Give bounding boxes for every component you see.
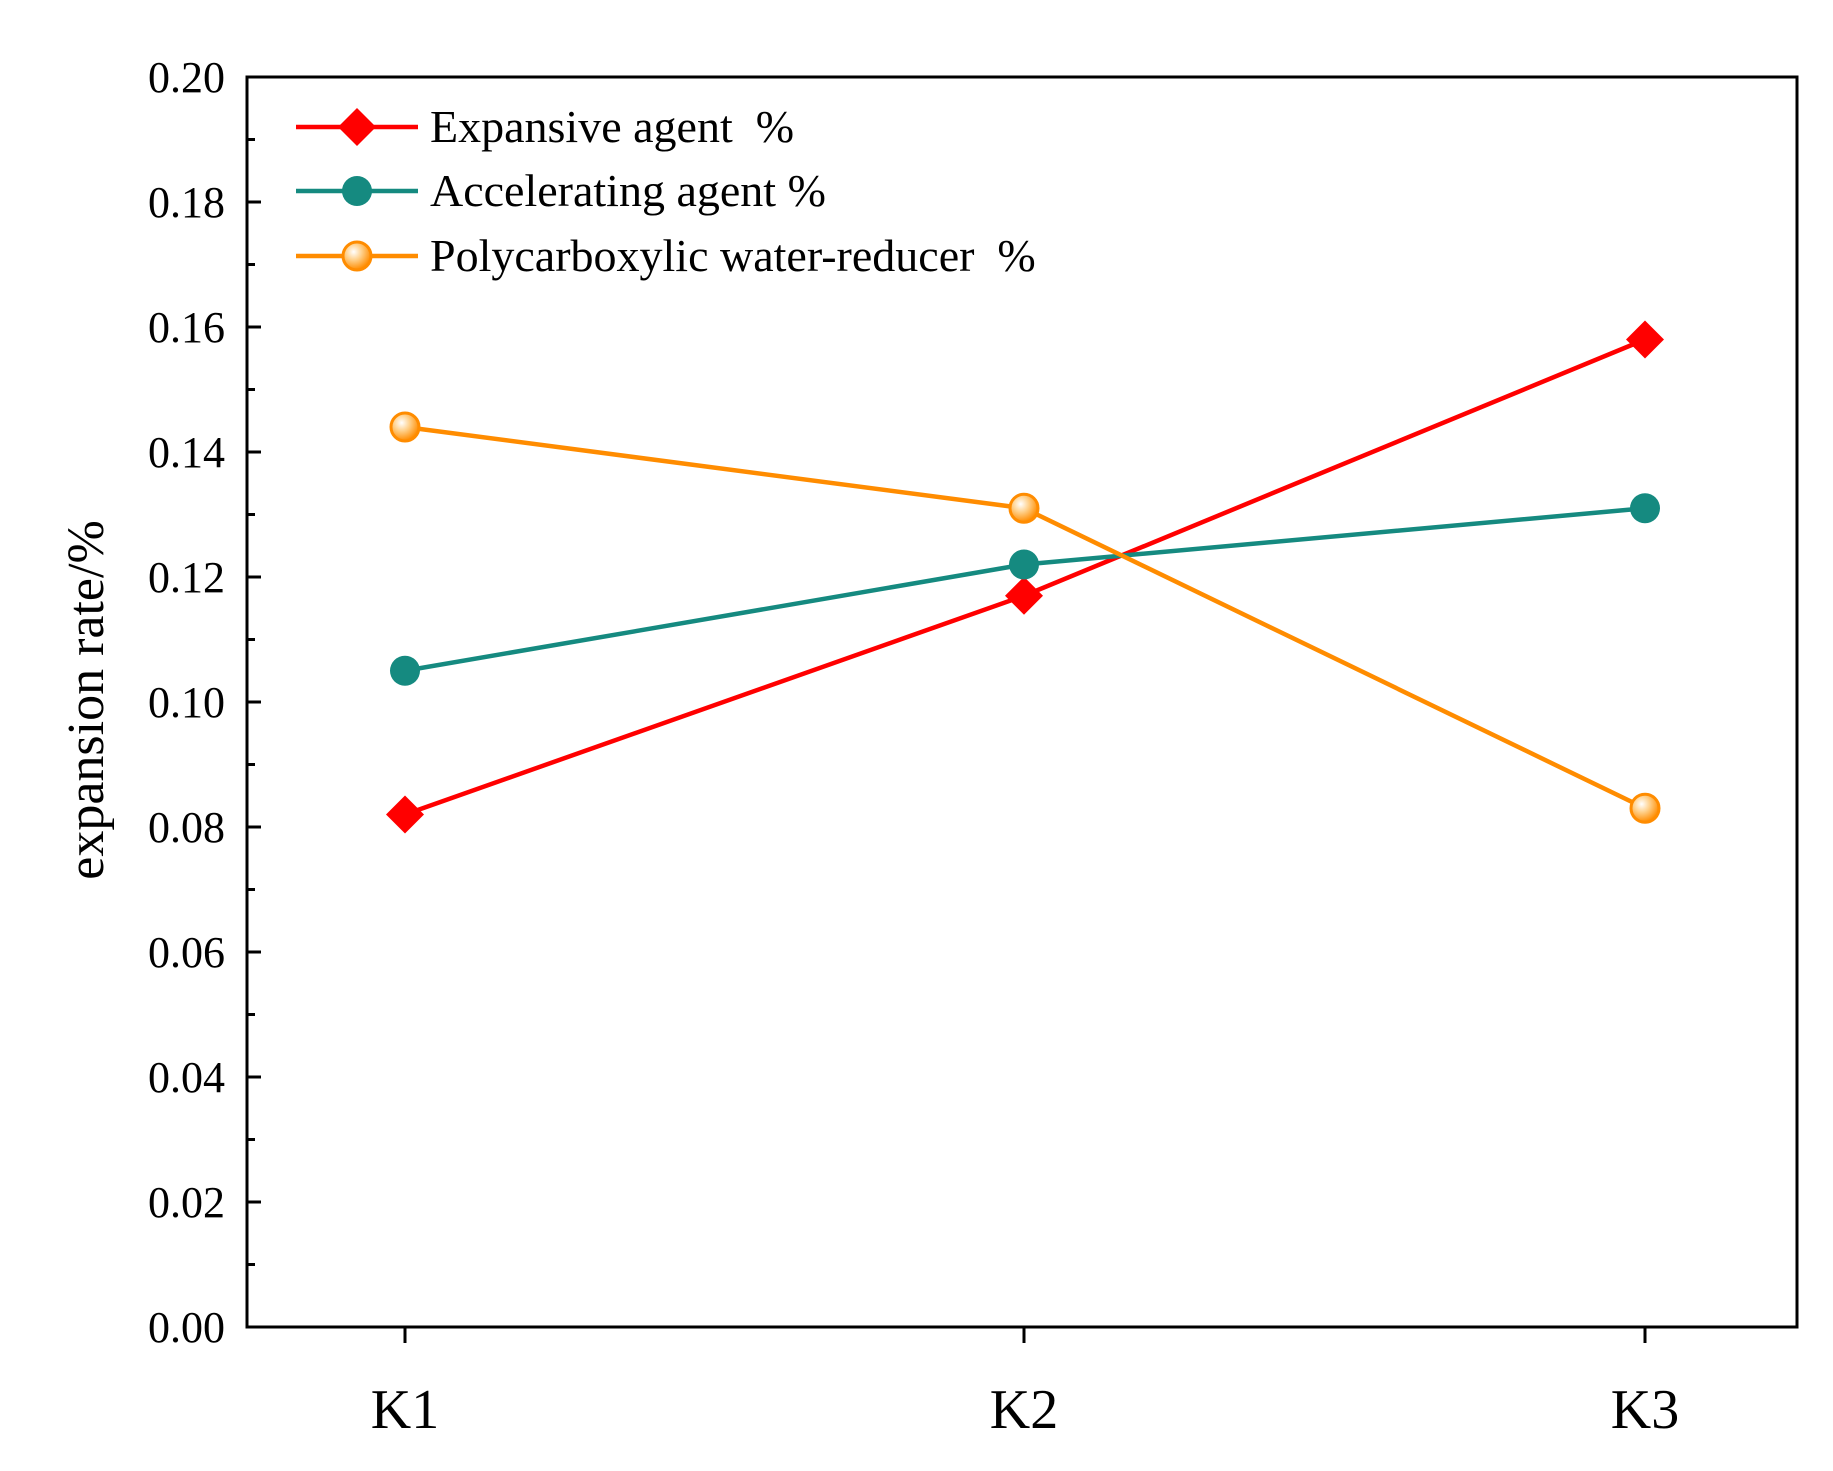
y-tick-label: 0.10 [148, 678, 225, 727]
legend-label: Polycarboxylic water-reducer % [430, 230, 1036, 281]
y-tick-label: 0.06 [148, 928, 225, 977]
series-2-point [1009, 549, 1039, 580]
legend-label: Expansive agent % [430, 101, 794, 152]
y-tick-label: 0.20 [148, 53, 225, 102]
series-1-point [386, 795, 424, 834]
x-tick-label: K3 [1611, 1379, 1679, 1441]
series-3-point [1629, 792, 1661, 824]
y-tick-label: 0.14 [148, 428, 225, 477]
series-2-point [1630, 493, 1660, 524]
series-3-point [1008, 492, 1040, 524]
series-3-point [389, 411, 421, 443]
y-axis-title: expansion rate/% [58, 520, 115, 880]
legend-marker [341, 240, 373, 272]
y-tick-label: 0.00 [148, 1303, 225, 1352]
y-tick-label: 0.04 [148, 1053, 225, 1102]
legend-label: Accelerating agent % [430, 165, 826, 216]
y-tick-label: 0.12 [148, 553, 225, 602]
legend-marker [342, 176, 372, 206]
x-tick-label: K1 [371, 1379, 439, 1441]
x-tick-label: K2 [990, 1379, 1058, 1441]
series-1-point [1005, 576, 1043, 615]
y-tick-label: 0.02 [148, 1178, 225, 1227]
y-tick-label: 0.18 [148, 178, 225, 227]
y-tick-label: 0.08 [148, 803, 225, 852]
legend-marker [338, 108, 376, 146]
series-2-point [390, 655, 420, 686]
y-tick-label: 0.16 [148, 303, 225, 352]
series-1-point [1626, 320, 1664, 359]
